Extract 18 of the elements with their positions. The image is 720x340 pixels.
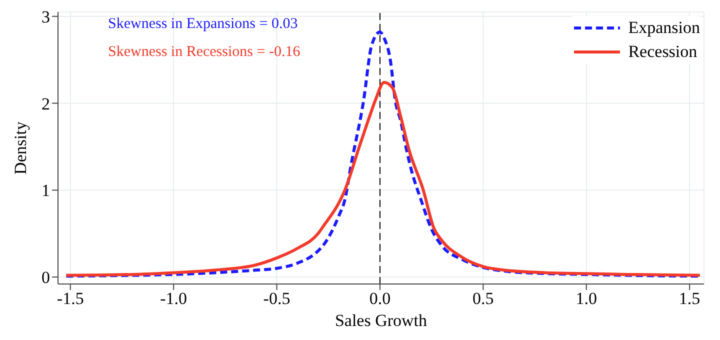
x-tick-label: 1.0 [576, 289, 597, 308]
y-tick-label: 0 [42, 268, 50, 288]
y-tick-label: 1 [42, 181, 50, 200]
legend-label: Expansion [628, 17, 700, 39]
x-tick-label: -1.0 [160, 289, 188, 308]
annotation: Skewness in Expansions = 0.03 [108, 16, 298, 33]
line-series [64, 80, 702, 277]
x-tick-label: 0.0 [369, 289, 391, 308]
y-tick-label: 3 [42, 7, 50, 26]
y-tick-label: 2 [42, 94, 50, 114]
y-axis-title: Density [11, 121, 30, 174]
x-tick-label: -0.5 [263, 289, 290, 308]
x-tick-label: 1.5 [678, 289, 700, 308]
x-tick-label: -1.5 [56, 289, 84, 308]
annotation: Skewness in Recessions = -0.16 [108, 44, 300, 61]
x-tick-label: 0.5 [472, 289, 494, 308]
legend-label: Recession [628, 41, 698, 63]
x-axis-title: Sales Growth [334, 311, 428, 330]
